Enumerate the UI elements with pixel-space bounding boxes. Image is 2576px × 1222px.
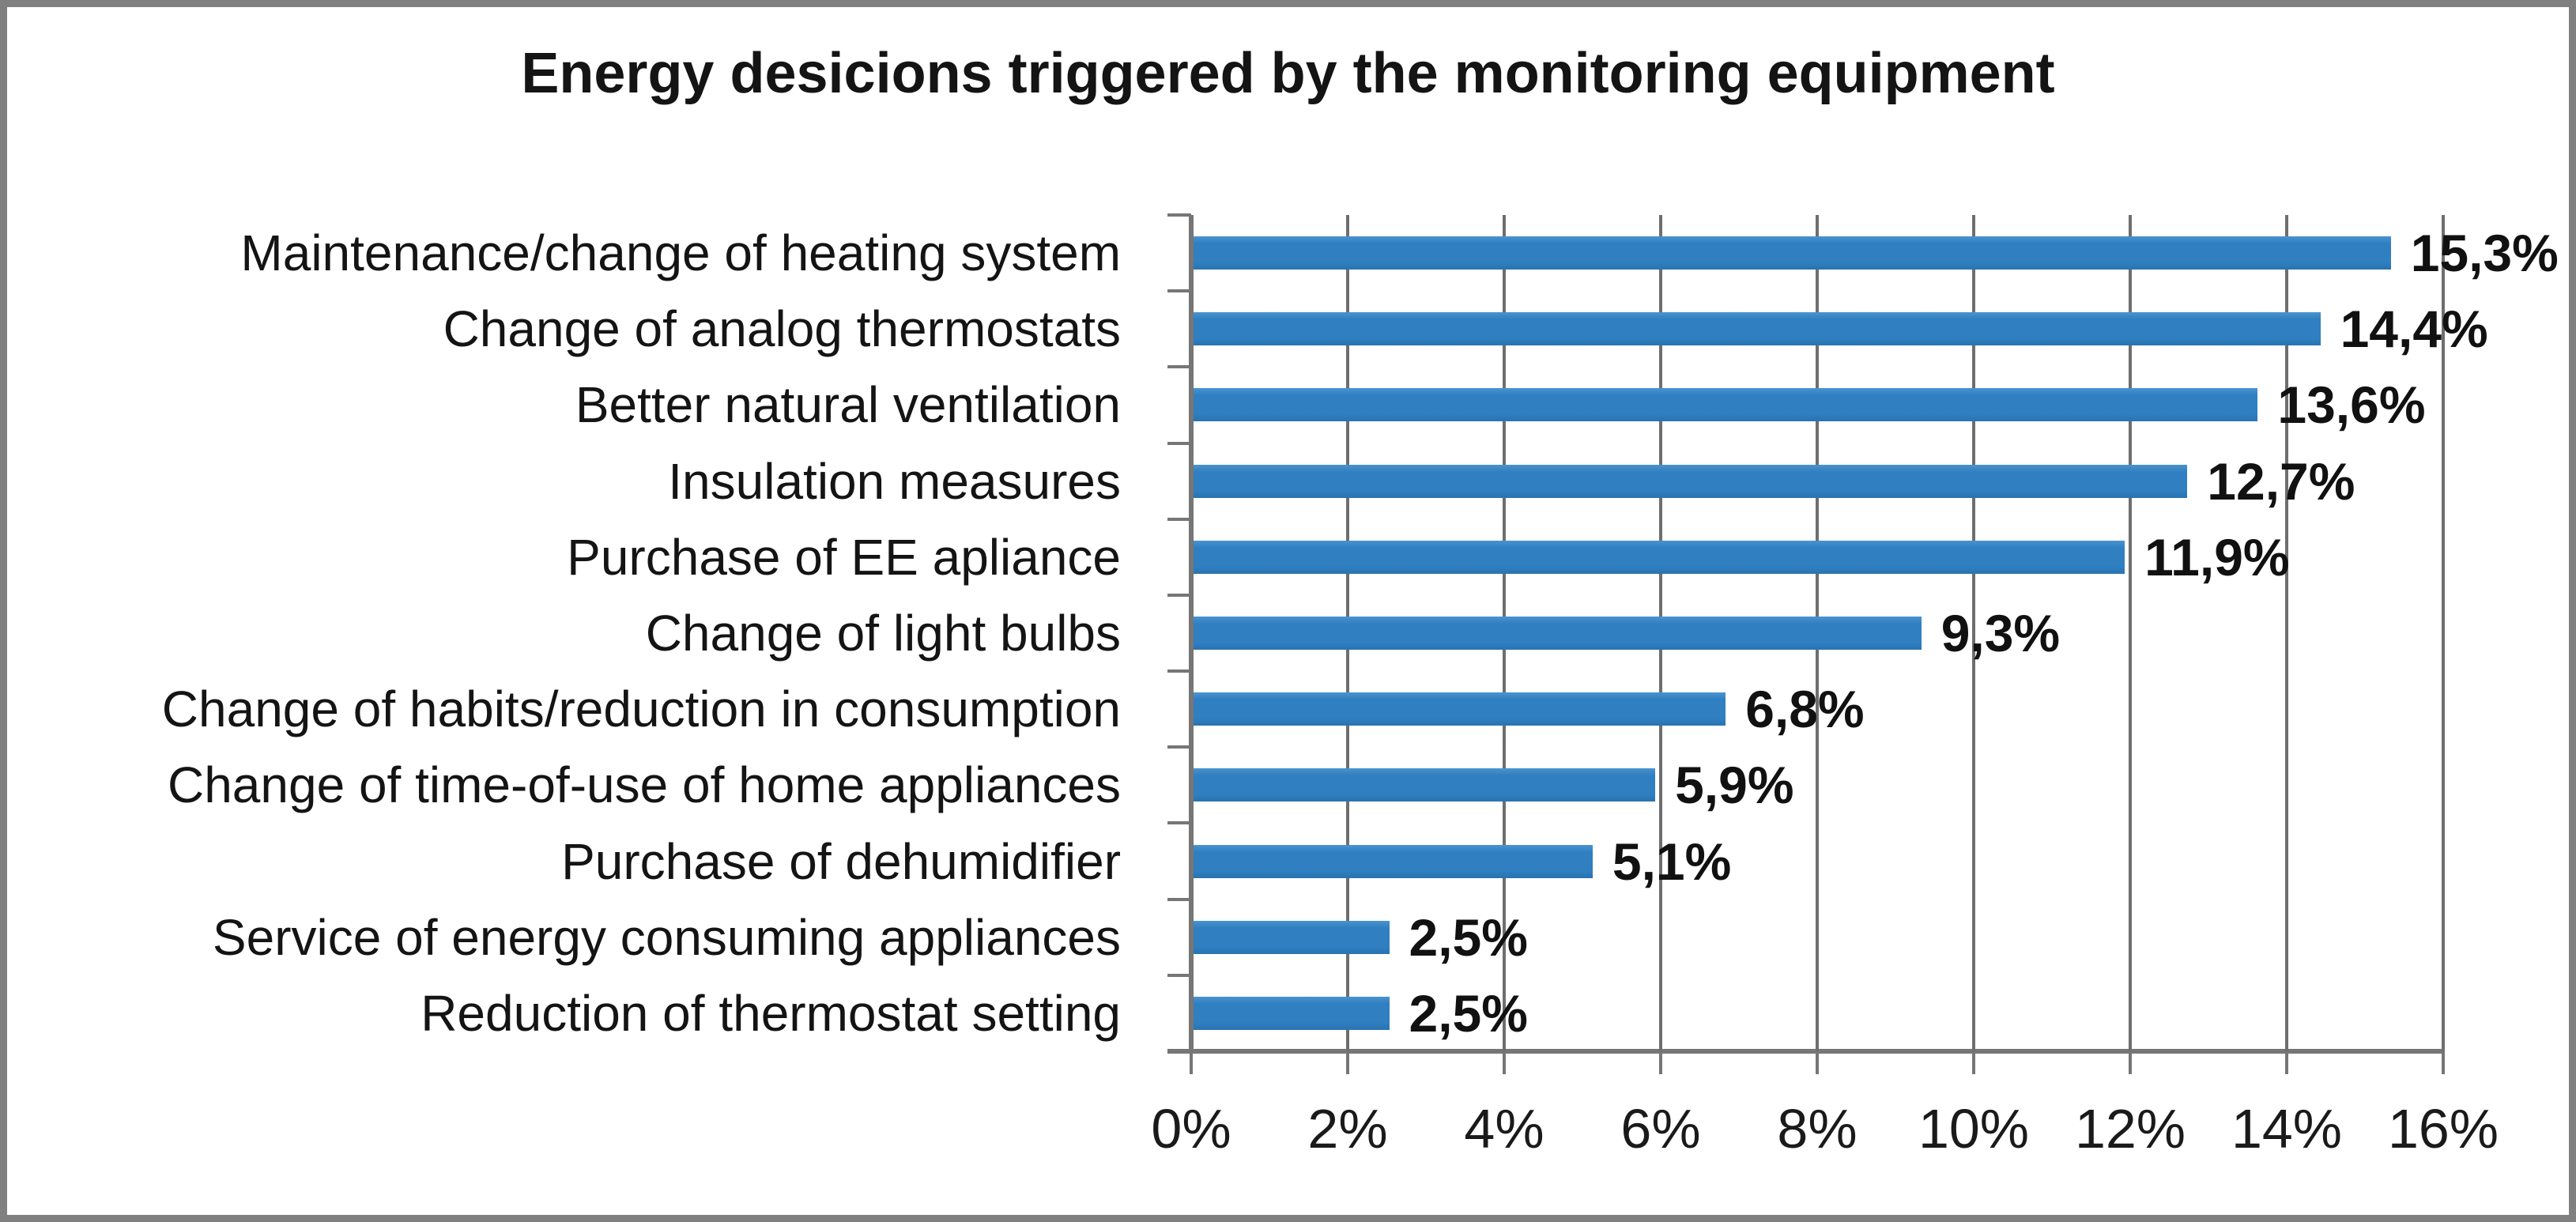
x-tick-label: 12% [2074,1098,2186,1160]
gridline [1972,215,1975,1051]
category-label: Reduction of thermostat setting [421,984,1121,1042]
x-tick [1190,1054,1193,1074]
gridline [2129,215,2132,1051]
bar-value-label: 5,1% [1612,832,1732,891]
bar [1194,920,1390,954]
x-tick [2442,1054,2445,1074]
category-tick [1167,517,1191,521]
bar [1194,996,1390,1030]
x-tick [1972,1054,1975,1074]
category-label: Change of analog thermostats [443,300,1121,358]
category-tick [1167,745,1191,749]
category-tick [1167,821,1191,825]
gridline [2285,215,2288,1051]
x-tick-label: 0% [1151,1098,1231,1160]
bar [1194,236,2391,270]
bar-value-label: 14,4% [2340,300,2488,359]
x-tick-label: 6% [1620,1098,1701,1160]
bar-value-label: 12,7% [2207,451,2355,511]
x-tick [2129,1054,2132,1074]
category-tick [1167,441,1191,445]
x-tick-label: 2% [1307,1098,1388,1160]
bar-value-label: 11,9% [2144,527,2290,586]
x-tick [1346,1054,1349,1074]
bar-value-label: 15,3% [2410,224,2559,283]
gridline [2442,215,2445,1051]
bar-value-label: 2,5% [1409,983,1528,1043]
category-axis-labels: Maintenance/change of heating system Chan… [32,215,1156,1051]
category-label: Change of time-of-use of home appliances [167,756,1121,814]
category-label: Change of light bulbs [645,604,1121,662]
category-tick [1167,593,1191,597]
chart-title: Energy desicions triggered by the monito… [521,42,2055,105]
x-tick [1503,1054,1506,1074]
x-tick-label: 14% [2231,1098,2343,1160]
bar-value-label: 2,5% [1409,907,1528,967]
bar-value-label: 9,3% [1940,604,2061,662]
category-tick [1167,213,1191,217]
category-label: Change of habits/reduction in consumptio… [161,681,1121,738]
bar-chart-plot-area: 0% 2% 4% 6% 8% 10% 12% 14% 16% 15,3% 14,4% 13,6% 12,… [1151,213,2559,1160]
bar [1194,464,2188,498]
bar [1194,388,2258,422]
bar [1194,540,2125,574]
bar [1194,768,1656,802]
x-tick-label: 10% [1918,1098,2030,1160]
category-label: Purchase of dehumidifier [561,832,1121,890]
bar [1194,692,1726,726]
y-axis-line [1189,215,1194,1051]
category-label: Service of energy consuming appliances [212,908,1121,966]
x-tick [1816,1054,1819,1074]
x-tick-label: 4% [1464,1098,1544,1160]
category-tick [1167,289,1191,293]
category-label: Purchase of EE apliance [567,528,1121,586]
bar [1194,312,2321,346]
category-label: Better natural ventilation [575,376,1121,434]
bar-value-label: 5,9% [1675,756,1794,815]
category-label: Maintenance/change of heating system [240,224,1121,282]
bar-value-label: 13,6% [2277,375,2426,435]
category-tick [1167,1050,1191,1053]
category-label: Insulation measures [668,452,1121,510]
category-tick [1167,973,1191,977]
category-tick [1167,897,1191,901]
x-tick-label: 16% [2387,1098,2499,1160]
bar-value-label: 6,8% [1745,680,1865,739]
category-tick [1167,669,1191,673]
x-tick [2285,1054,2288,1074]
x-tick [1659,1054,1662,1074]
bar [1194,617,1922,650]
category-tick [1167,365,1191,369]
bar [1194,844,1593,878]
x-axis-line [1167,1049,2445,1054]
x-tick-label: 8% [1777,1098,1858,1160]
